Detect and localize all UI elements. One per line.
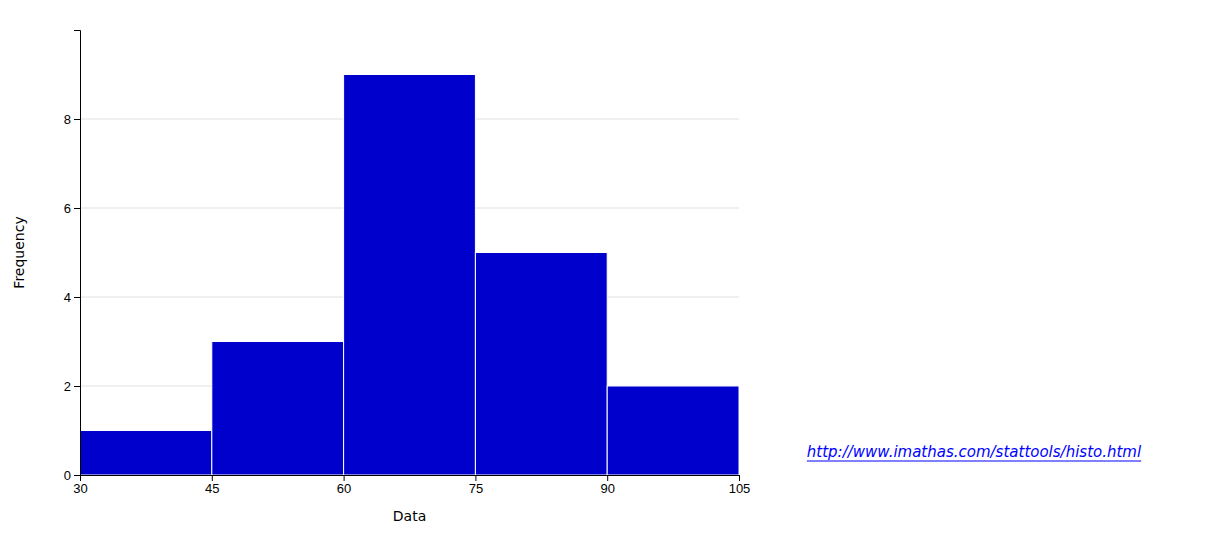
y-tick-label: 2	[64, 379, 71, 394]
x-tick-label: 90	[600, 481, 614, 496]
x-tick-label: 75	[469, 481, 483, 496]
x-tick: 60	[337, 475, 351, 496]
histogram-bar	[475, 253, 607, 476]
histogram-bar	[344, 75, 476, 476]
y-tick-label: 0	[64, 468, 71, 483]
x-tick-mark	[739, 475, 740, 481]
x-axis-title: Data	[393, 508, 426, 524]
y-tick-mark	[74, 475, 80, 476]
y-tick: 8	[64, 112, 80, 127]
y-tick-label: 8	[64, 112, 71, 127]
x-tick: 45	[205, 475, 219, 496]
x-axis-line	[81, 476, 740, 482]
chart-svg: 30 45 60 75 90 105 0 2 4 6 8 Data Frequency http://ww…	[0, 0, 1209, 537]
y-tick: 0	[64, 468, 80, 483]
y-tick-mark	[74, 208, 80, 209]
x-tick-mark	[475, 475, 476, 481]
y-axis-title: Frequency	[11, 216, 27, 288]
x-tick: 90	[600, 475, 614, 496]
annotation: http://www.imathas.com/stattools/histo.h…	[807, 443, 1142, 461]
x-tick: 105	[729, 475, 751, 496]
y-tick: 6	[64, 201, 80, 216]
x-tick-mark	[344, 475, 345, 481]
y-axis: 0 2 4 6 8	[64, 31, 81, 483]
x-tick: 30	[73, 475, 87, 496]
annotation-underline	[807, 461, 1141, 462]
y-tick-label: 4	[64, 290, 71, 305]
x-tick-mark	[212, 475, 213, 481]
y-axis-line	[74, 31, 81, 476]
x-tick-label: 60	[337, 481, 351, 496]
histogram-bar	[607, 386, 739, 475]
bars	[80, 75, 739, 476]
histogram-bar	[80, 431, 212, 476]
x-tick-label: 45	[205, 481, 219, 496]
x-tick-mark	[607, 475, 608, 481]
y-tick-mark	[74, 386, 80, 387]
plot-area: 30 45 60 75 90 105 0 2 4 6 8	[64, 31, 751, 497]
y-tick-mark	[74, 297, 80, 298]
x-axis: 30 45 60 75 90 105	[73, 475, 750, 496]
y-tick: 2	[64, 379, 80, 394]
y-tick-mark	[74, 119, 80, 120]
x-tick-label: 105	[729, 481, 751, 496]
x-tick: 75	[469, 475, 483, 496]
y-tick-label: 6	[64, 201, 71, 216]
x-tick-label: 30	[73, 481, 87, 496]
histogram-bar	[212, 342, 344, 476]
y-tick: 4	[64, 290, 80, 305]
